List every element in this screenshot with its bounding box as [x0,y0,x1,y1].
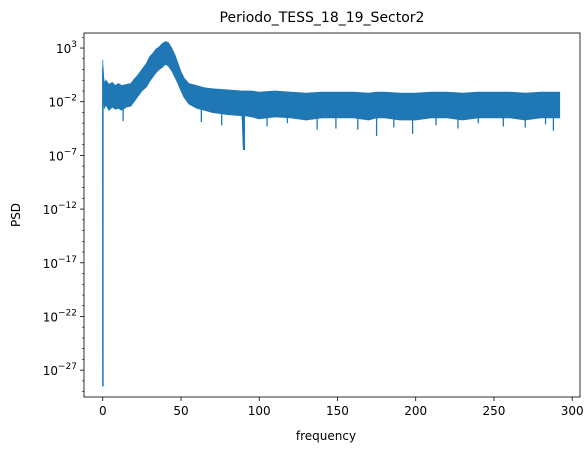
x-tick-label: 200 [404,404,427,418]
noise-band [102,41,561,387]
x-axis-label: frequency [296,429,356,443]
plot-area [84,33,580,397]
spike-layer [122,103,555,151]
noise-band-layer [102,41,561,387]
psd-line [102,49,560,387]
x-tick-label: 150 [326,404,349,418]
plot-frame [83,32,581,398]
x-tick-label: 250 [482,404,505,418]
y-tick-label: 10−17 [43,255,77,271]
y-tick-label: 10−27 [43,362,77,378]
x-tick-label: 300 [561,404,584,418]
x-tick-label: 50 [173,404,188,418]
x-tick-label: 100 [248,404,271,418]
y-tick-label: 10−12 [43,201,77,217]
x-axis: 0 50 100 150 200 250 300 [99,397,584,418]
y-tick-label: 10−22 [43,308,77,324]
x-tick-label: 0 [99,404,107,418]
y-axis: 103 10−2 10−7 10−12 10−17 10−22 10−27 [43,36,84,392]
chart-title: Periodo_TESS_18_19_Sector2 [220,10,425,26]
data-line-layer [102,49,560,387]
y-axis-label: PSD [9,203,23,227]
y-tick-label: 10−7 [48,147,77,163]
y-tick-label: 10−2 [48,94,77,110]
y-tick-label: 103 [56,40,77,56]
